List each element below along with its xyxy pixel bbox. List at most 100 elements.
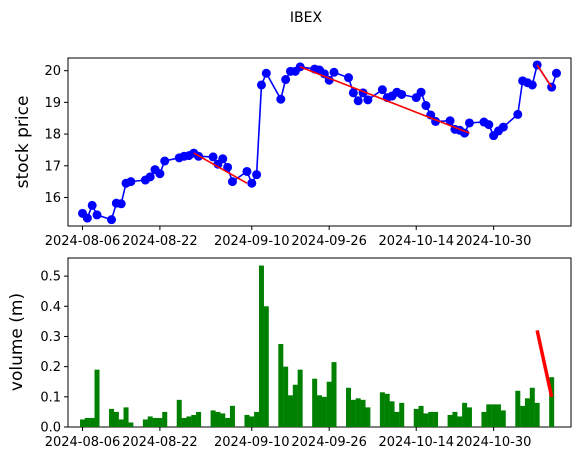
price-trend-2 [536, 64, 553, 88]
price-y-tick-label-1: 17 [44, 159, 61, 174]
price-x-tick-label-1: 2024-08-22 [122, 234, 198, 249]
price-y-tick-label-4: 20 [44, 64, 61, 79]
price-y-tick-label-3: 19 [44, 96, 61, 111]
price-point-26 [252, 170, 262, 180]
price-point-64 [513, 109, 523, 119]
volume-bar-58 [466, 407, 472, 427]
price-trend-1 [299, 66, 470, 134]
volume-bar-40 [350, 399, 356, 427]
price-point-70 [551, 68, 561, 78]
volume-bar-34 [312, 378, 318, 427]
price-chart: 16 17 18 19 20 2024-08-06 2024-08-22 2024-09-1… [13, 57, 572, 249]
volume-bar-10 [147, 416, 153, 427]
volume-bar-1 [84, 417, 90, 427]
volume-bar-45 [384, 393, 390, 427]
volume-bar-39 [346, 387, 352, 427]
price-x-tick-label-5: 2024-10-30 [456, 234, 532, 249]
volume-bar-60 [486, 404, 492, 427]
price-line [81, 63, 558, 221]
volume-bar-6 [118, 419, 124, 427]
price-x-tick-label-3: 2024-09-26 [291, 234, 367, 249]
volume-bars [80, 265, 555, 427]
volume-bar-16 [186, 416, 192, 427]
volume-bar-9 [142, 419, 148, 427]
volume-bar-52 [428, 411, 434, 427]
figure-title: IBEX [290, 10, 323, 26]
volume-bar-65 [520, 405, 526, 427]
price-point-24 [242, 166, 252, 176]
volume-bar-3 [94, 369, 100, 427]
price-point-1 [82, 213, 92, 223]
price-point-67 [527, 80, 537, 90]
price-point-8 [126, 177, 136, 187]
price-point-44 [377, 85, 387, 95]
volume-bar-32 [292, 384, 298, 427]
volume-bar-68 [534, 402, 540, 427]
volume-x-tick-label-0: 2024-08-06 [45, 435, 121, 450]
volume-bar-18 [196, 411, 202, 427]
volume-trend-lines [535, 330, 554, 398]
volume-bar-28 [263, 306, 269, 427]
volume-bar-31 [287, 395, 293, 427]
volume-bar-44 [379, 392, 385, 427]
volume-bar-12 [157, 417, 163, 427]
volume-bar-48 [399, 402, 405, 427]
volume-bar-24 [244, 414, 250, 427]
volume-bar-67 [529, 387, 535, 427]
price-point-63 [498, 122, 508, 132]
price-y-tick-label-0: 16 [44, 191, 61, 206]
price-point-30 [281, 75, 291, 85]
volume-bar-63 [500, 410, 506, 427]
price-point-51 [421, 101, 431, 111]
volume-y-label: volume (m) [7, 293, 27, 391]
price-y-axis: 16 17 18 19 20 [44, 64, 68, 206]
volume-bar-20 [215, 411, 221, 427]
price-point-25 [247, 178, 257, 188]
price-point-23 [227, 177, 237, 187]
volume-bar-42 [360, 399, 366, 427]
price-point-10 [145, 172, 155, 182]
price-point-6 [116, 199, 126, 209]
volume-x-tick-label-3: 2024-09-26 [291, 435, 367, 450]
volume-bar-23 [229, 405, 235, 427]
volume-bar-57 [462, 402, 468, 427]
volume-x-tick-label-2: 2024-09-10 [214, 435, 290, 450]
price-point-38 [329, 67, 339, 77]
volume-bar-11 [152, 417, 158, 427]
volume-bar-54 [447, 414, 453, 427]
volume-y-axis: 0.0 0.1 0.2 0.3 0.4 0.5 [40, 270, 68, 436]
volume-bar-62 [495, 404, 501, 427]
price-points [78, 60, 561, 225]
volume-bar-50 [418, 405, 424, 427]
volume-bar-41 [355, 398, 361, 427]
volume-bar-21 [220, 413, 226, 427]
volume-bar-0 [80, 419, 86, 427]
volume-bar-51 [423, 413, 429, 427]
volume-bar-13 [162, 411, 168, 427]
volume-y-tick-label-5: 0.5 [40, 270, 61, 285]
volume-bar-33 [297, 369, 303, 427]
volume-bar-14 [176, 399, 182, 427]
price-x-tick-label-4: 2024-10-14 [378, 234, 454, 249]
price-point-54 [445, 116, 455, 126]
volume-chart: 0.00.10.20.30.40.5 2024-08-06 2024-08-22 2… [7, 257, 572, 450]
volume-y-tick-label-2: 0.2 [40, 360, 61, 375]
price-point-58 [464, 118, 474, 128]
volume-y-tick-label-4: 0.4 [40, 300, 61, 315]
price-point-41 [353, 96, 363, 106]
price-point-27 [256, 80, 266, 90]
volume-bar-56 [457, 416, 463, 427]
price-point-60 [484, 120, 494, 130]
price-x-tick-label-2: 2024-09-10 [214, 234, 290, 249]
price-y-tick-label-2: 18 [44, 128, 61, 143]
volume-bar-26 [254, 411, 260, 427]
price-point-40 [348, 88, 358, 98]
price-point-3 [92, 210, 102, 220]
price-point-19 [208, 152, 218, 162]
volume-bar-38 [331, 362, 337, 427]
price-x-axis: 2024-08-06 2024-08-22 2024-09-10 2024-09-26… [45, 226, 532, 249]
price-point-50 [416, 87, 426, 97]
price-point-4 [107, 215, 117, 225]
price-point-28 [261, 68, 271, 78]
volume-x-axis: 2024-08-06 2024-08-22 2024-09-10 2024-09-26… [45, 427, 531, 450]
